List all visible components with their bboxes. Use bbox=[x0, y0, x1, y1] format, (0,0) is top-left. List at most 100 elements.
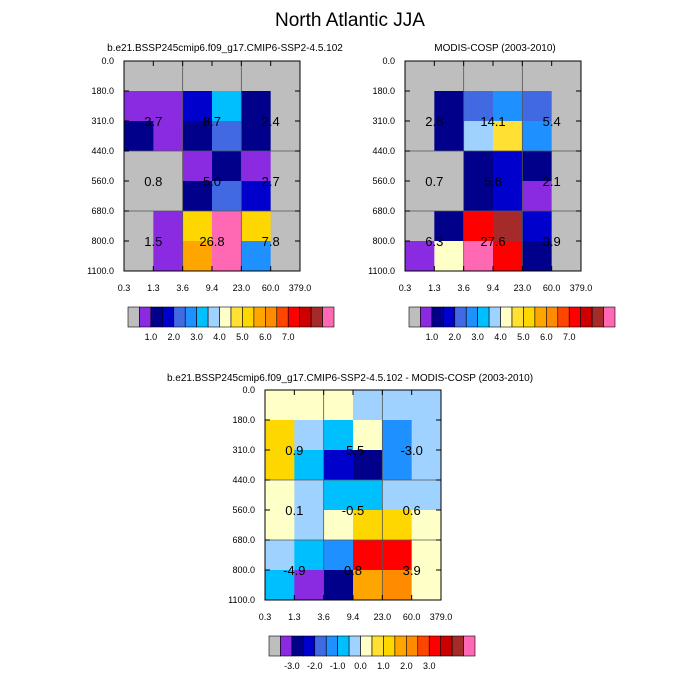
colorbar-box bbox=[451, 635, 464, 657]
heatmap-cell bbox=[382, 450, 413, 481]
x-tick-label: 60.0 bbox=[543, 283, 561, 293]
colorbar-box bbox=[557, 306, 570, 328]
heatmap-cell bbox=[265, 420, 295, 451]
colorbar-box bbox=[371, 635, 384, 657]
heatmap-cell bbox=[323, 570, 354, 601]
colorbar-box bbox=[268, 635, 281, 657]
heatmap-cell bbox=[493, 211, 523, 242]
cell-value-label: 6.3 bbox=[425, 234, 443, 249]
y-tick-label: 180.0 bbox=[232, 415, 255, 425]
heatmap-cell bbox=[463, 121, 494, 152]
heatmap-cell bbox=[241, 211, 272, 242]
heatmap-cell bbox=[551, 151, 582, 182]
colorbar-box bbox=[580, 306, 593, 328]
heatmap-cell bbox=[153, 151, 184, 182]
heatmap-cell bbox=[382, 480, 413, 511]
y-tick-label: 440.0 bbox=[232, 475, 255, 485]
heatmap-cell bbox=[405, 121, 435, 152]
colorbar-box bbox=[322, 306, 335, 328]
colorbar-box bbox=[591, 306, 604, 328]
cell-value-label: 26.8 bbox=[199, 234, 224, 249]
cell-value-label: 2.4 bbox=[262, 114, 280, 129]
colorbar-box bbox=[173, 306, 186, 328]
heatmap-cell bbox=[434, 241, 465, 272]
heatmap-cell bbox=[493, 181, 523, 212]
heatmap-cell bbox=[551, 181, 582, 212]
heatmap-cell bbox=[411, 540, 442, 571]
heatmap-cell bbox=[411, 450, 442, 481]
colorbar-label: 2.0 bbox=[400, 661, 413, 671]
y-tick-label: 1100.0 bbox=[87, 266, 114, 276]
colorbar-box bbox=[523, 306, 536, 328]
heatmap-cell bbox=[405, 181, 435, 212]
heatmap-cell bbox=[124, 121, 154, 152]
colorbar-box bbox=[420, 306, 433, 328]
cell-value-label: 2.7 bbox=[262, 174, 280, 189]
heatmap-cell bbox=[323, 510, 354, 541]
heatmap-cell bbox=[353, 510, 383, 541]
y-tick-label: 1100.0 bbox=[228, 595, 255, 605]
cell-value-label: 0.9 bbox=[285, 443, 303, 458]
heatmap-cell bbox=[323, 390, 354, 421]
heatmap-cell bbox=[212, 61, 242, 92]
heatmap-cell bbox=[182, 181, 213, 212]
heatmap-cell bbox=[270, 241, 301, 272]
heatmap-cell bbox=[124, 211, 154, 242]
heatmap-cell bbox=[241, 121, 272, 152]
x-tick-label: 379.0 bbox=[289, 283, 312, 293]
x-tick-label: 9.4 bbox=[347, 612, 360, 622]
heatmap-cell bbox=[294, 390, 325, 421]
heatmap-cell bbox=[294, 510, 325, 541]
y-tick-label: 0.0 bbox=[382, 56, 395, 66]
x-tick-label: 9.4 bbox=[206, 283, 219, 293]
heatmap-cell bbox=[353, 570, 383, 601]
cell-value-label: -3.0 bbox=[400, 443, 422, 458]
y-tick-label: 180.0 bbox=[372, 86, 395, 96]
colorbar-box bbox=[440, 635, 453, 657]
heatmap-cell bbox=[405, 151, 435, 182]
colorbar-box bbox=[337, 635, 350, 657]
colorbar-label: 7.0 bbox=[563, 332, 576, 342]
heatmap-cell bbox=[212, 91, 242, 122]
heatmap-cell bbox=[323, 420, 354, 451]
colorbar-box bbox=[139, 306, 152, 328]
heatmap-cell bbox=[182, 241, 213, 272]
colorbar-box bbox=[408, 306, 421, 328]
colorbar-label: 6.0 bbox=[540, 332, 553, 342]
heatmap-cell bbox=[294, 480, 325, 511]
colorbar-label: 5.0 bbox=[517, 332, 530, 342]
panel-title-model: b.e21.BSSP245cmip6.f09_g17.CMIP6-SSP2-4.… bbox=[107, 43, 343, 54]
colorbar-box bbox=[207, 306, 220, 328]
heatmap-cell bbox=[124, 181, 154, 212]
heatmap-cell bbox=[182, 91, 213, 122]
colorbar-box bbox=[360, 635, 373, 657]
y-tick-label: 800.0 bbox=[372, 236, 395, 246]
colorbar-box bbox=[488, 306, 501, 328]
heatmap-cell bbox=[265, 390, 295, 421]
heatmap-cell bbox=[241, 241, 272, 272]
heatmap-cell bbox=[353, 450, 383, 481]
colorbar-box bbox=[500, 306, 513, 328]
colorbar-label: -1.0 bbox=[330, 661, 346, 671]
heatmap-cell bbox=[434, 211, 465, 242]
colorbar-label: 1.0 bbox=[426, 332, 439, 342]
heatmap-cell bbox=[153, 121, 184, 152]
panel-title-obs: MODIS-COSP (2003-2010) bbox=[434, 43, 556, 54]
colorbar-box bbox=[127, 306, 140, 328]
y-tick-label: 560.0 bbox=[91, 176, 114, 186]
cell-value-label: 8.7 bbox=[203, 114, 221, 129]
cell-value-label: 1.5 bbox=[144, 234, 162, 249]
x-tick-label: 3.6 bbox=[317, 612, 330, 622]
x-tick-label: 23.0 bbox=[233, 283, 251, 293]
heatmap-cell bbox=[382, 540, 413, 571]
y-tick-label: 680.0 bbox=[91, 206, 114, 216]
colorbar-box bbox=[314, 635, 327, 657]
heatmap-cell bbox=[493, 121, 523, 152]
colorbar-box bbox=[303, 635, 316, 657]
colorbar-label: 3.0 bbox=[423, 661, 436, 671]
colorbar-box bbox=[162, 306, 175, 328]
heatmap-cell bbox=[212, 151, 242, 182]
heatmap-cell bbox=[323, 540, 354, 571]
heatmap-cell bbox=[182, 61, 213, 92]
